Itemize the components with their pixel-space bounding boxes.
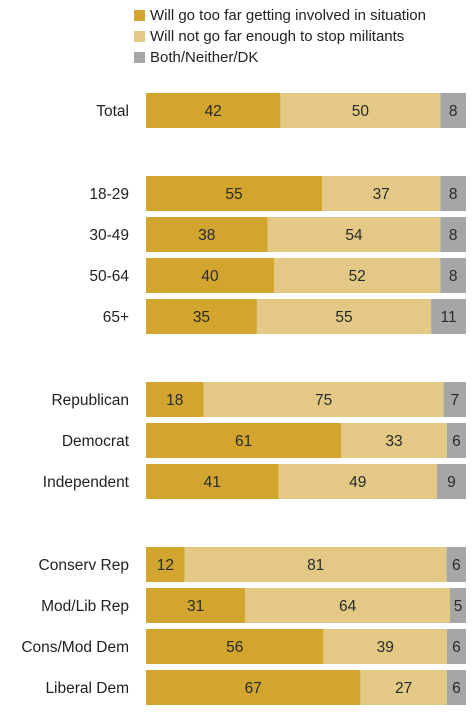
bar-segment-2 — [440, 258, 466, 293]
value-label: 38 — [198, 227, 215, 244]
value-label: 9 — [447, 474, 456, 491]
bar-segment-2 — [436, 464, 466, 499]
bar-segment-0 — [146, 93, 281, 128]
legend-swatch-1 — [134, 31, 145, 42]
row-label: Total — [96, 103, 129, 120]
bar-segment-0 — [146, 382, 204, 417]
value-label: 67 — [245, 680, 262, 697]
row-label: 65+ — [103, 309, 129, 326]
bar-segment-1 — [267, 217, 441, 252]
bar-segment-0 — [146, 217, 268, 252]
bar-segment-0 — [146, 588, 246, 623]
bar-segment-2 — [446, 629, 466, 664]
bar-segment-2 — [440, 93, 466, 128]
bar-segment-1 — [245, 588, 450, 623]
bar-segment-2 — [440, 217, 466, 252]
bar-segment-2 — [446, 423, 466, 458]
row-label: Mod/Lib Rep — [41, 598, 129, 615]
row-label: Liberal Dem — [45, 680, 129, 697]
value-label: 61 — [235, 433, 252, 450]
value-label: 18 — [166, 392, 183, 409]
row-label: 30-49 — [89, 227, 129, 244]
value-label: 54 — [345, 227, 363, 244]
value-label: 8 — [449, 227, 458, 244]
value-label: 81 — [307, 557, 324, 574]
value-label: 6 — [452, 557, 461, 574]
bar-segment-2 — [446, 547, 466, 582]
value-label: 37 — [373, 186, 390, 203]
value-label: 40 — [201, 268, 219, 285]
value-label: 64 — [339, 598, 357, 615]
value-label: 8 — [449, 268, 458, 285]
bar-segment-1 — [274, 258, 441, 293]
value-label: 75 — [315, 392, 332, 409]
bar-segment-1 — [341, 423, 447, 458]
bar-segment-1 — [184, 547, 447, 582]
value-label: 31 — [187, 598, 204, 615]
value-label: 33 — [385, 433, 402, 450]
bar-segment-2 — [443, 382, 466, 417]
value-label: 39 — [377, 639, 394, 656]
bar-segment-0 — [146, 629, 324, 664]
bar-segment-1 — [322, 176, 441, 211]
row-label: Cons/Mod Dem — [21, 639, 129, 656]
value-label: 55 — [225, 186, 242, 203]
value-label: 8 — [449, 103, 458, 120]
chart-rows: Total 42 50 8 18-29 55 37 8 30-49 38 54 8 50-64 40 52 8… — [21, 93, 466, 705]
bar-segment-0 — [146, 176, 322, 211]
value-label: 52 — [349, 268, 366, 285]
value-label: 8 — [449, 186, 458, 203]
row-label: Republican — [51, 392, 129, 409]
value-label: 42 — [205, 103, 222, 120]
bar-segment-0 — [146, 258, 274, 293]
value-label: 55 — [335, 309, 352, 326]
bar-segment-2 — [450, 588, 466, 623]
value-label: 11 — [441, 309, 457, 326]
bar-segment-2 — [446, 670, 466, 705]
bar-segment-1 — [256, 299, 432, 334]
value-label: 27 — [395, 680, 412, 697]
bar-segment-0 — [146, 670, 361, 705]
bar-segment-2 — [440, 176, 466, 211]
value-label: 12 — [157, 557, 174, 574]
row-label: 50-64 — [89, 268, 129, 285]
bar-segment-0 — [146, 299, 257, 334]
value-label: 49 — [349, 474, 366, 491]
value-label: 7 — [450, 392, 459, 409]
legend: Will go too far getting involved in situ… — [134, 7, 426, 66]
row-label: Independent — [43, 474, 130, 491]
value-label: 5 — [454, 598, 463, 615]
value-label: 35 — [193, 309, 210, 326]
value-label: 50 — [352, 103, 370, 120]
legend-label-0: Will go too far getting involved in situ… — [150, 7, 426, 24]
bar-segment-0 — [146, 547, 185, 582]
value-label: 6 — [452, 639, 461, 656]
bar-segment-1 — [203, 382, 444, 417]
bar-segment-0 — [146, 464, 279, 499]
value-label: 41 — [204, 474, 221, 491]
bar-segment-1 — [280, 93, 441, 128]
bar-segment-2 — [431, 299, 466, 334]
legend-label-2: Both/Neither/DK — [150, 49, 258, 66]
legend-label-1: Will not go far enough to stop militants — [150, 28, 404, 45]
row-label: Democrat — [62, 433, 130, 450]
bar-segment-0 — [146, 423, 342, 458]
bar-segment-1 — [278, 464, 437, 499]
bar-segment-1 — [360, 670, 447, 705]
row-label: Conserv Rep — [39, 557, 129, 574]
value-label: 56 — [226, 639, 243, 656]
bar-segment-1 — [323, 629, 447, 664]
legend-swatch-2 — [134, 52, 145, 63]
value-label: 6 — [452, 433, 461, 450]
legend-swatch-0 — [134, 10, 145, 21]
value-label: 6 — [452, 680, 461, 697]
row-label: 18-29 — [89, 186, 129, 203]
